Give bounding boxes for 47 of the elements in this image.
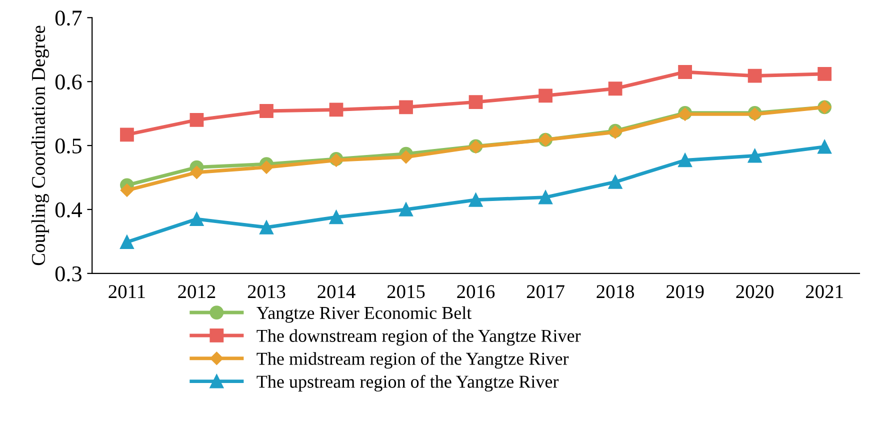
point (678, 153, 692, 168)
legend-label: The upstream region of the Yangtze River (256, 374, 559, 392)
point (190, 113, 204, 127)
point (468, 192, 483, 207)
x-tick-label: 2013 (248, 285, 286, 298)
y-tick-label: 0.4 (55, 202, 82, 218)
point (120, 128, 134, 142)
point (329, 210, 344, 224)
point (190, 166, 204, 179)
x-tick-label: 2020 (736, 285, 774, 298)
point (120, 184, 134, 197)
x-tick-label: 2021 (806, 285, 843, 298)
x-tick-label: 2015 (387, 285, 425, 298)
point (608, 82, 622, 96)
point (818, 140, 832, 154)
point (399, 100, 413, 114)
point (538, 88, 552, 103)
x-tick-label: 2017 (526, 285, 564, 298)
point (678, 65, 692, 79)
y-tick-label: 0.3 (55, 266, 82, 282)
point (399, 202, 413, 216)
point (468, 95, 483, 109)
point (329, 102, 344, 117)
point (748, 68, 762, 83)
legend-label: The downstream region of the Yangtze River (256, 329, 581, 346)
legend-label: The midstream region of the Yangtze River (256, 352, 569, 369)
x-tick-label: 2014 (318, 285, 356, 298)
point (818, 66, 832, 81)
y-tick-label: 0.6 (55, 74, 82, 90)
point (260, 104, 274, 118)
point (608, 175, 622, 189)
point (120, 235, 134, 250)
y-tick-label: 0.7 (55, 10, 82, 26)
legend-label: Yangtze River Economic Belt (256, 306, 472, 323)
x-tick-label: 2016 (457, 285, 495, 298)
x-tick-label: 2018 (596, 285, 634, 298)
point (260, 220, 274, 234)
x-tick-label: 2011 (108, 285, 145, 298)
point (748, 148, 762, 163)
point (260, 160, 274, 174)
x-tick-label: 2019 (666, 285, 704, 298)
x-tick-label: 2012 (178, 285, 216, 298)
point (538, 190, 552, 204)
point (190, 212, 204, 226)
point (399, 150, 413, 164)
y-tick-label: 0.5 (55, 138, 82, 154)
y-axis-title: Coupling Coordination Degree (31, 26, 50, 266)
